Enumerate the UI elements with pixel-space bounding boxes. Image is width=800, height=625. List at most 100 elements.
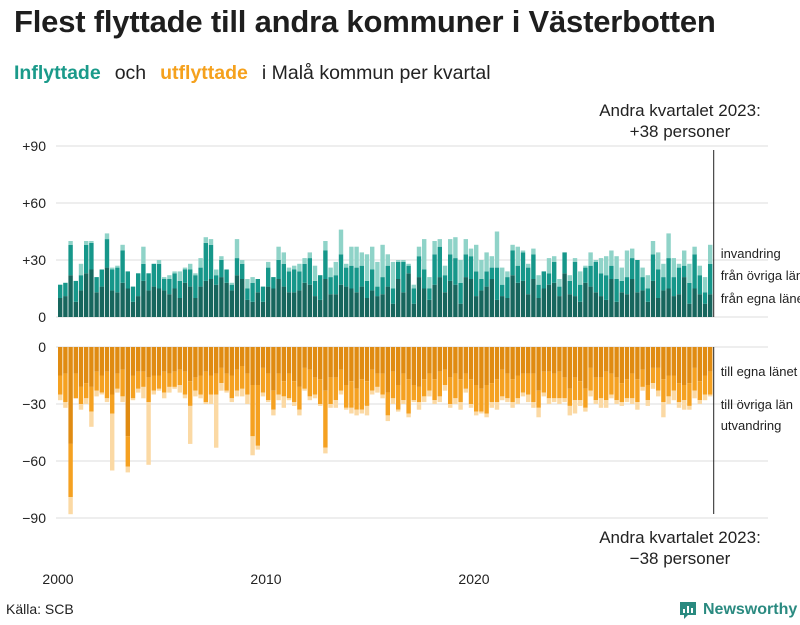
- bar-in-immigration: [656, 252, 661, 270]
- bar-out-other-counties: [328, 377, 333, 404]
- bar-in-other-counties: [89, 242, 94, 270]
- bar-out-other-counties: [692, 367, 697, 391]
- bar-out-own-county: [588, 347, 593, 368]
- bar-out-emigration: [531, 402, 536, 408]
- bar-out-other-counties: [156, 375, 162, 389]
- bar-out-own-county: [614, 347, 619, 378]
- bar-in-immigration: [68, 241, 73, 245]
- bar-out-own-county: [583, 347, 588, 389]
- bar-in-own-county: [240, 279, 245, 317]
- bar-in-other-counties: [635, 260, 640, 293]
- bar-in-other-counties: [567, 280, 572, 295]
- bar-in-own-county: [292, 292, 297, 317]
- bar-in-other-counties: [474, 271, 479, 297]
- bar-out-emigration: [526, 394, 531, 403]
- bar-out-own-county: [182, 347, 188, 372]
- y-tick-label-top: +90: [22, 138, 46, 154]
- bar-in-other-counties: [58, 284, 63, 298]
- bar-in-immigration: [437, 239, 442, 247]
- bar-in-immigration: [333, 261, 338, 276]
- bar-out-own-county: [661, 347, 666, 380]
- bar-out-own-county: [203, 347, 208, 372]
- bar-in-own-county: [510, 275, 515, 317]
- bar-out-other-counties: [453, 373, 458, 399]
- bar-out-own-county: [505, 347, 510, 374]
- bar-out-emigration: [624, 398, 630, 403]
- bar-in-own-county: [650, 280, 656, 317]
- bar-out-other-counties: [245, 373, 250, 395]
- bar-out-own-county: [640, 347, 645, 370]
- bar-in-immigration: [276, 246, 281, 260]
- bar-in-own-county: [671, 296, 676, 317]
- bar-out-emigration: [193, 390, 198, 397]
- bar-out-other-counties: [432, 379, 437, 401]
- bar-in-own-county: [349, 288, 354, 317]
- bar-out-emigration: [219, 383, 224, 391]
- bar-in-other-counties: [661, 277, 666, 291]
- bar-in-immigration: [349, 246, 354, 266]
- bar-out-own-county: [609, 347, 614, 374]
- bar-out-own-county: [125, 347, 130, 437]
- bar-out-other-counties: [572, 377, 578, 401]
- bar-in-immigration: [708, 244, 713, 264]
- bar-in-own-county: [500, 296, 505, 317]
- bar-in-immigration: [281, 252, 286, 264]
- bar-in-immigration: [172, 271, 177, 274]
- bar-out-emigration: [645, 400, 650, 406]
- bar-out-other-counties: [84, 383, 89, 399]
- bar-in-other-counties: [359, 265, 364, 287]
- bar-out-own-county: [266, 347, 271, 374]
- bar-out-emigration: [385, 415, 390, 422]
- bar-in-own-county: [84, 273, 89, 317]
- bar-in-own-county: [479, 290, 484, 317]
- newsworthy-logo[interactable]: Newsworthy: [678, 600, 797, 620]
- bar-out-own-county: [172, 347, 177, 372]
- bar-out-emigration: [125, 466, 130, 473]
- bar-out-other-counties: [234, 369, 240, 391]
- brand-name: Newsworthy: [703, 601, 798, 618]
- bar-in-other-counties: [385, 265, 390, 287]
- bar-out-emigration: [380, 394, 385, 399]
- bar-out-emigration: [697, 400, 702, 404]
- bar-in-immigration: [120, 244, 125, 251]
- bar-out-own-county: [380, 347, 385, 374]
- bar-in-other-counties: [344, 267, 349, 287]
- bar-out-emigration: [687, 405, 692, 410]
- bar-out-emigration: [266, 400, 271, 403]
- bar-out-emigration: [234, 390, 240, 397]
- bar-in-immigration: [515, 246, 520, 266]
- bar-in-other-counties: [224, 269, 229, 283]
- bar-out-own-county: [167, 347, 172, 374]
- bar-in-other-counties: [416, 256, 422, 278]
- bar-in-immigration: [219, 256, 224, 260]
- bar-out-emigration: [89, 411, 94, 427]
- bar-out-other-counties: [567, 388, 572, 406]
- bar-out-emigration: [505, 398, 510, 403]
- bar-out-own-county: [240, 347, 245, 366]
- bar-out-emigration: [463, 388, 468, 393]
- bar-in-immigration: [572, 258, 578, 262]
- bar-out-emigration: [224, 390, 229, 393]
- bar-in-other-counties: [697, 275, 702, 295]
- bar-out-other-counties: [531, 373, 536, 403]
- bar-in-other-counties: [406, 265, 411, 274]
- bar-out-emigration: [453, 398, 458, 404]
- bar-out-emigration: [614, 400, 619, 404]
- bar-in-other-counties: [219, 260, 224, 278]
- bar-out-emigration: [458, 402, 463, 410]
- bar-out-own-county: [598, 347, 604, 378]
- bar-out-emigration: [427, 390, 432, 397]
- bar-in-other-counties: [448, 254, 453, 281]
- bar-out-own-county: [286, 347, 292, 374]
- bar-out-own-county: [536, 347, 541, 391]
- bar-in-other-counties: [99, 269, 104, 287]
- bar-in-own-county: [151, 286, 156, 317]
- bar-in-immigration: [380, 244, 385, 278]
- bar-in-other-counties: [676, 267, 682, 295]
- bar-out-own-county: [99, 347, 104, 376]
- bar-in-immigration: [78, 263, 84, 276]
- bar-in-immigration: [479, 260, 484, 279]
- bar-in-own-county: [687, 303, 692, 317]
- bar-out-emigration: [198, 394, 203, 399]
- bar-in-own-county: [562, 273, 567, 317]
